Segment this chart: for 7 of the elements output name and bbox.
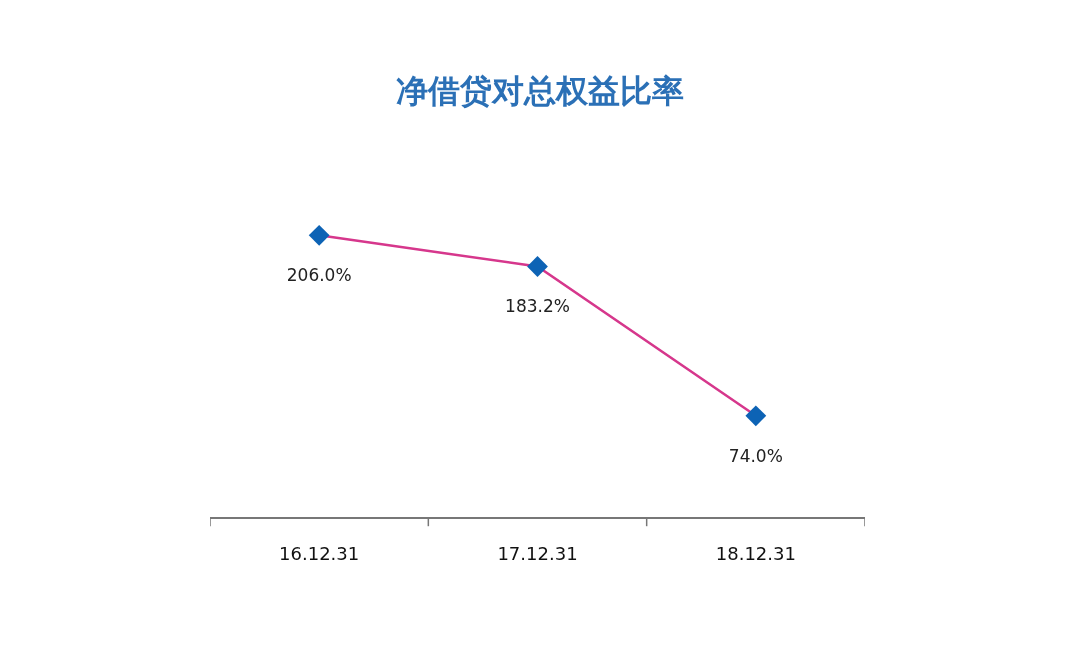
data-label: 206.0% — [286, 265, 352, 286]
data-label: 74.0% — [728, 445, 783, 466]
chart-title: 净借贷对总权益比率 — [396, 71, 684, 110]
x-tick-label: 16.12.31 — [279, 543, 360, 565]
x-tick-label: 17.12.31 — [497, 543, 578, 565]
x-tick-label: 18.12.31 — [715, 543, 796, 565]
data-label: 183.2% — [505, 296, 570, 317]
